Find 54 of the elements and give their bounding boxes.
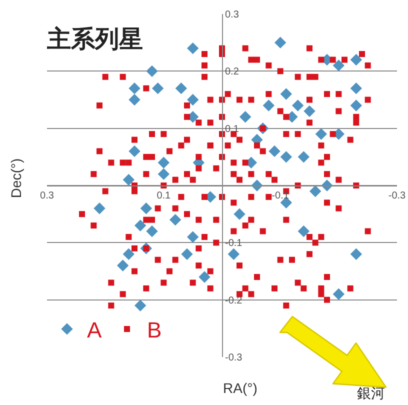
point [128, 94, 140, 106]
point [128, 145, 140, 158]
point [332, 60, 345, 72]
point [298, 225, 310, 238]
point [134, 300, 146, 312]
point [146, 225, 158, 238]
point [158, 168, 170, 180]
point [146, 65, 158, 78]
point [292, 100, 304, 112]
legend-label: A [87, 318, 102, 343]
y-tick-label: -0.3 [225, 352, 243, 364]
point [309, 185, 322, 198]
point [234, 208, 246, 220]
point [262, 100, 275, 112]
text: 銀河 [357, 386, 385, 402]
point [128, 82, 140, 94]
point [94, 202, 106, 214]
point [116, 260, 129, 272]
point [186, 42, 199, 54]
point [280, 151, 292, 163]
x-axis-title: RA(°) [223, 380, 258, 396]
point [350, 82, 362, 94]
text: 主系列星 [46, 25, 143, 53]
point [186, 231, 199, 243]
point [169, 214, 182, 226]
legend-label: B [147, 318, 162, 343]
y-axis-title: Dec(°) [8, 158, 24, 198]
point [332, 288, 345, 300]
x-tick-label: -0.1 [272, 190, 290, 202]
x-tick-label: 0.3 [40, 190, 54, 202]
point [134, 220, 146, 232]
point [304, 105, 316, 118]
point [158, 156, 170, 168]
point [350, 248, 362, 260]
point [122, 248, 135, 260]
point [350, 54, 362, 66]
point [175, 82, 188, 94]
point [274, 36, 286, 48]
point [298, 151, 310, 163]
point [280, 88, 292, 100]
point [152, 82, 164, 94]
y-tick-label: 0.3 [225, 10, 240, 20]
point [140, 202, 152, 214]
point [181, 248, 193, 260]
point [186, 94, 199, 106]
point [315, 128, 328, 140]
x-tick-label: -0.3 [388, 190, 406, 202]
point [268, 145, 280, 158]
point [239, 111, 252, 123]
point [350, 100, 362, 112]
point [228, 248, 240, 260]
point [122, 174, 135, 186]
x-tick-label: 0.1 [156, 190, 172, 202]
point [198, 271, 210, 283]
